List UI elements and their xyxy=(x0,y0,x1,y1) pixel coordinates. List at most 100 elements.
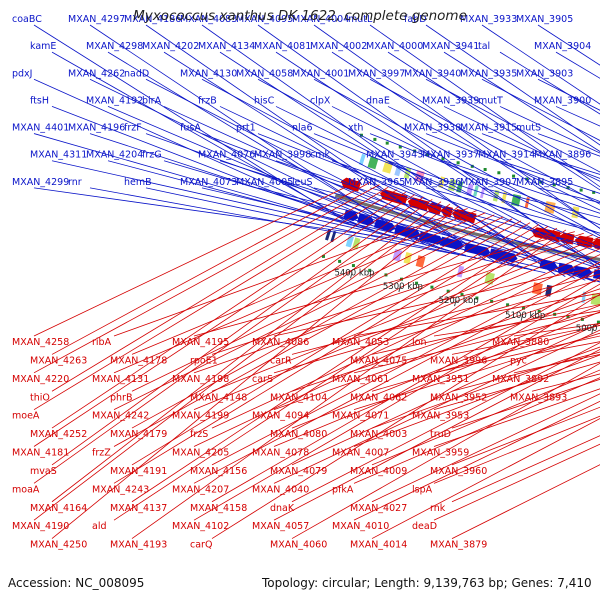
rna-marker xyxy=(446,289,450,293)
leader-line xyxy=(51,196,424,466)
leader-line xyxy=(211,236,600,392)
leader-line xyxy=(33,187,408,241)
gene-label: frzB xyxy=(198,95,217,106)
gene-label: mvaS xyxy=(30,466,57,477)
rna-marker xyxy=(430,285,434,289)
gene-label: MXAN_4137 xyxy=(110,503,167,514)
gene-label: MXAN_4158 xyxy=(190,503,247,514)
gene-label: MXAN_4181 xyxy=(12,448,69,459)
leader-line xyxy=(451,325,600,355)
gene-label: pyc xyxy=(510,355,527,366)
gene-label: fusA xyxy=(180,123,201,134)
gene-label: deaD xyxy=(412,521,437,532)
leader-line xyxy=(291,322,600,466)
gene-label: birA xyxy=(142,95,162,106)
leader-line xyxy=(291,273,600,355)
gene-label: MXAN_4131 xyxy=(92,374,149,385)
gene-label: MXAN_3905 xyxy=(516,14,573,25)
gene-label: MXAN_3998 xyxy=(254,150,311,161)
leader-line xyxy=(291,288,600,392)
leader-line xyxy=(163,160,536,272)
gene-label: MXAN_4007 xyxy=(332,448,389,459)
kbp-tick-label: 5200 kbp xyxy=(439,296,479,306)
leader-line xyxy=(211,232,584,355)
leader-line xyxy=(291,362,600,539)
gene-label: MXAN_4164 xyxy=(30,503,87,514)
leader-line xyxy=(499,106,600,154)
gene-label: MXAN_3940 xyxy=(404,68,461,79)
gene-label: MXAN_3959 xyxy=(412,448,469,459)
leader-line xyxy=(451,406,600,466)
gene-label: MXAN_4002 xyxy=(310,41,367,52)
gene-label: MXAN_3915 xyxy=(460,123,517,134)
leader-line xyxy=(201,24,556,276)
gene-label: MXAN_4202 xyxy=(142,41,199,52)
gene-label: MXAN_4220 xyxy=(12,374,69,385)
gene-label: MXAN_4198 xyxy=(172,374,229,385)
gene-label: MXAN_3907 xyxy=(460,177,517,188)
cog-feature xyxy=(484,272,495,285)
leader-line xyxy=(387,106,600,211)
gene-label: thiO xyxy=(30,392,50,403)
leader-line xyxy=(33,203,451,521)
gene-label: lspA xyxy=(412,484,433,495)
gene-label: mutL xyxy=(348,14,373,25)
gene-label: MXAN_4040 xyxy=(252,484,309,495)
gene-label: MXAN_3943 xyxy=(366,150,423,161)
gene-label: pfkA xyxy=(332,484,354,495)
rna-marker xyxy=(415,281,419,285)
leader-line xyxy=(353,354,600,447)
gene-label: carS xyxy=(252,374,273,385)
leader-line xyxy=(313,187,600,263)
gene-label: MXAN_4094 xyxy=(252,411,309,422)
topology-text: Topology: circular; Length: 9,139,763 bp… xyxy=(262,576,592,590)
leader-line xyxy=(331,160,600,253)
cog-feature xyxy=(456,181,464,193)
leader-line xyxy=(499,160,600,194)
gene-label: MXAN_3965 xyxy=(348,177,405,188)
leader-line xyxy=(369,78,600,205)
leader-line xyxy=(51,106,378,233)
rna-marker xyxy=(592,190,596,194)
leader-line xyxy=(443,160,600,214)
leader-line xyxy=(481,187,600,219)
gene-label: MXAN_3914 xyxy=(478,150,535,161)
leader-line xyxy=(369,133,600,226)
leader-line xyxy=(211,248,600,429)
accession-text: Accession: NC_008095 xyxy=(8,576,145,590)
leader-line xyxy=(33,184,380,374)
leader-line xyxy=(131,218,513,429)
leader-line xyxy=(273,266,600,337)
gene-label: xth xyxy=(348,123,363,134)
leader-line xyxy=(371,304,600,355)
gene-label: frzZ xyxy=(92,448,111,459)
gene-label: MXAN_4062 xyxy=(350,392,407,403)
rna-marker xyxy=(373,137,377,141)
gene-label: MXAN_3879 xyxy=(430,540,487,551)
gene-label: pdxJ xyxy=(12,68,32,79)
gene-label: coaBC xyxy=(12,14,42,25)
rna-marker xyxy=(521,306,525,310)
leader-line xyxy=(371,393,600,503)
leader-line xyxy=(219,160,600,283)
leader-line xyxy=(201,187,600,283)
leader-line xyxy=(291,304,600,429)
leader-line xyxy=(193,242,600,411)
leader-line xyxy=(443,106,600,182)
rna-marker xyxy=(537,309,541,313)
leader-line xyxy=(433,415,600,484)
gene-label: MXAN_4081 xyxy=(254,41,311,52)
gene-label: kamE xyxy=(30,41,56,52)
rna-marker xyxy=(338,259,342,263)
leader-line xyxy=(113,227,558,521)
gene-label: MXAN_3895 xyxy=(516,177,573,188)
leader-line xyxy=(387,51,600,191)
gene-label: MXAN_3935 xyxy=(460,68,517,79)
leader-line xyxy=(425,187,600,234)
leader-line xyxy=(193,283,600,521)
gene-label: MXAN_4004 xyxy=(292,14,349,25)
map-title: Myxococcus xanthus DK 1622, complete gen… xyxy=(133,8,467,24)
leader-line xyxy=(513,323,600,337)
leader-line xyxy=(433,361,600,411)
leader-line xyxy=(113,208,468,337)
